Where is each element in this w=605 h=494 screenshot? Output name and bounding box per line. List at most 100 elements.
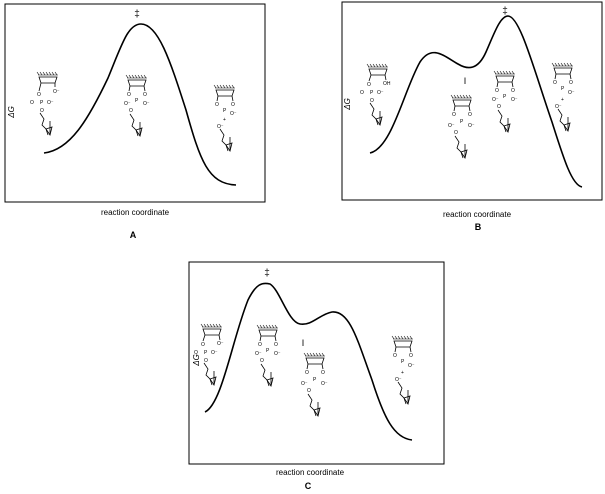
svg-text:O⁻: O⁻ — [321, 381, 328, 387]
panel-c-frame — [188, 261, 445, 465]
svg-text:O⁻: O⁻ — [211, 350, 218, 356]
panel-b-frame — [341, 1, 603, 201]
panel-a-product-structure: O O P O⁻ + O⁻ — [213, 84, 237, 152]
panel-a: ‡ ΔG reaction coordinate A O⁻ O P O O⁻ O… — [4, 3, 266, 240]
svg-text:O: O — [370, 98, 374, 104]
svg-text:P: P — [266, 348, 270, 354]
svg-text:O: O — [360, 90, 364, 96]
svg-text:O: O — [204, 358, 208, 364]
svg-text:P: P — [460, 119, 464, 125]
svg-text:P: P — [503, 94, 507, 100]
svg-text:O⁻: O⁻ — [492, 97, 499, 103]
svg-text:O⁻: O⁻ — [377, 90, 384, 96]
svg-text:O⁻: O⁻ — [408, 363, 415, 369]
svg-text:O: O — [454, 130, 458, 136]
panel-c-ts-structure: O O P O⁻ O⁻ O — [255, 324, 281, 387]
svg-text:O: O — [258, 342, 262, 348]
svg-text:O: O — [37, 92, 41, 98]
svg-text:P: P — [401, 359, 405, 365]
panel-b-ts-structure: O O P O⁻ O⁻ O — [492, 70, 518, 133]
svg-text:P: P — [40, 100, 44, 106]
svg-text:+: + — [401, 370, 404, 376]
svg-text:O⁻: O⁻ — [274, 351, 281, 357]
svg-text:O: O — [307, 388, 311, 394]
svg-text:O: O — [409, 353, 413, 359]
panel-b-intermediate-structure: O O P O⁻ O⁻ O — [448, 94, 475, 159]
svg-text:O: O — [305, 370, 309, 376]
svg-text:O: O — [215, 102, 219, 108]
svg-text:O⁻: O⁻ — [448, 123, 455, 129]
panel-a-energy-curve — [43, 23, 237, 186]
svg-text:O⁻: O⁻ — [230, 111, 237, 117]
svg-text:O⁻: O⁻ — [47, 100, 54, 106]
svg-text:O: O — [569, 80, 573, 86]
svg-text:O⁻: O⁻ — [568, 90, 575, 96]
panel-a-letter: A — [130, 230, 137, 240]
svg-text:O⁻: O⁻ — [53, 89, 60, 95]
panel-b: ‡ I ΔG reaction coordinate B OH O P O O⁻… — [341, 1, 603, 232]
svg-text:O: O — [321, 370, 325, 376]
svg-text:O⁻: O⁻ — [468, 123, 475, 129]
panel-a-ts-mark: ‡ — [134, 9, 140, 20]
svg-text:O: O — [143, 92, 147, 98]
svg-text:OH: OH — [383, 81, 391, 87]
svg-text:P: P — [223, 108, 227, 114]
svg-text:O: O — [231, 102, 235, 108]
svg-text:O: O — [367, 82, 371, 88]
svg-text:O: O — [201, 342, 205, 348]
panel-b-product-structure: O O P O⁻ + O⁻ — [551, 62, 575, 132]
panel-c-intermediate-mark: I — [302, 338, 305, 348]
svg-text:O: O — [260, 358, 264, 364]
panel-b-reactant-structure: OH O P O O⁻ O — [360, 63, 391, 126]
panel-c-xlabel: reaction coordinate — [276, 468, 345, 477]
svg-text:O: O — [30, 100, 34, 106]
svg-text:O: O — [553, 80, 557, 86]
svg-text:O⁻: O⁻ — [511, 97, 518, 103]
panel-a-reactant-structure: O⁻ O P O O⁻ O — [30, 71, 60, 136]
panel-b-ylabel: ΔG — [343, 98, 352, 111]
panel-c-energy-curve — [204, 282, 413, 441]
svg-text:O⁻: O⁻ — [255, 351, 262, 357]
svg-text:O⁻: O⁻ — [301, 381, 308, 387]
svg-text:O⁻: O⁻ — [217, 341, 224, 347]
svg-text:O: O — [452, 112, 456, 118]
svg-text:P: P — [135, 98, 139, 104]
svg-text:O⁻: O⁻ — [555, 104, 562, 110]
svg-text:O⁻: O⁻ — [217, 124, 224, 130]
panel-a-ts-structure: O O P O⁻ O⁻ O — [124, 74, 150, 137]
svg-text:O: O — [127, 92, 131, 98]
svg-text:O⁻: O⁻ — [395, 377, 402, 383]
panel-c-ylabel: ΔG — [192, 354, 201, 367]
panel-b-ts-mark: ‡ — [502, 6, 508, 17]
panel-c-letter: C — [305, 481, 312, 491]
panel-c-product-structure: O O P O⁻ + O⁻ — [391, 335, 415, 405]
svg-text:P: P — [561, 86, 565, 92]
svg-text:O: O — [274, 342, 278, 348]
svg-text:O: O — [497, 104, 501, 110]
svg-text:O: O — [495, 88, 499, 94]
svg-text:O⁻: O⁻ — [124, 101, 131, 107]
svg-text:O: O — [40, 108, 44, 114]
svg-text:+: + — [223, 117, 226, 123]
svg-text:O: O — [393, 353, 397, 359]
panel-a-ylabel: ΔG — [7, 106, 16, 119]
panel-a-frame — [4, 3, 266, 203]
svg-text:O: O — [511, 88, 515, 94]
svg-text:O: O — [129, 108, 133, 114]
svg-text:P: P — [370, 90, 374, 96]
panel-a-xlabel: reaction coordinate — [101, 208, 170, 217]
svg-text:P: P — [204, 350, 208, 356]
panel-c-intermediate-structure: O O P O⁻ O⁻ O — [301, 352, 328, 417]
svg-text:P: P — [313, 377, 317, 383]
svg-text:O: O — [194, 350, 198, 356]
svg-text:O⁻: O⁻ — [143, 101, 150, 107]
svg-text:+: + — [561, 97, 564, 103]
panel-b-intermediate-mark: I — [464, 76, 467, 86]
panel-c-ts-mark: ‡ — [264, 268, 270, 279]
panel-b-xlabel: reaction coordinate — [443, 210, 512, 219]
panel-c-reactant-structure: O⁻ O P O O⁻ O — [194, 323, 224, 386]
panel-b-energy-curve — [369, 15, 583, 188]
panel-b-letter: B — [475, 222, 482, 232]
panel-c: ‡ I ΔG reaction coordinate C O⁻ O P O O⁻… — [188, 261, 445, 491]
